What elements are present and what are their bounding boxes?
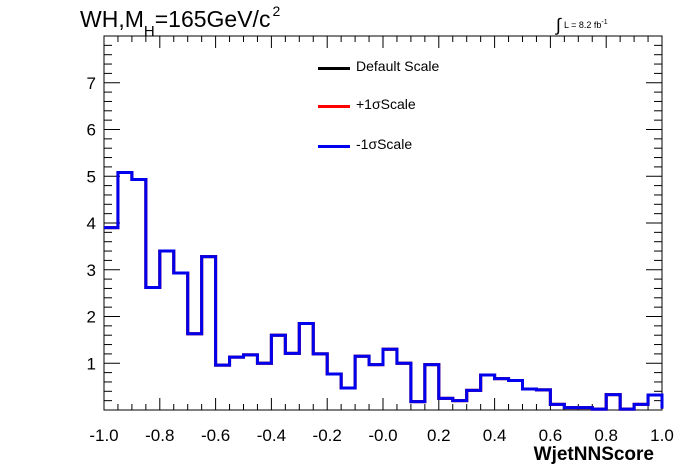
y-tick-label: 5 <box>87 167 96 186</box>
chart-title: WH,MH=165GeV/c 2 <box>80 3 281 40</box>
luminosity-unit-superscript: -1 <box>601 19 608 26</box>
x-tick-label: 0.2 <box>427 426 451 445</box>
series-line-2 <box>104 171 664 411</box>
x-tick-label: 0.4 <box>483 426 507 445</box>
legend-label-minus1sigma: -1σScale <box>356 136 413 152</box>
legend-label-default: Default Scale <box>356 58 440 74</box>
x-tick-label: -1.0 <box>89 426 118 445</box>
y-tick-label: 3 <box>87 261 96 280</box>
legend-swatch-minus1sigma <box>318 145 350 148</box>
x-tick-label: 0.6 <box>539 426 563 445</box>
title-rest: =165GeV/c <box>154 6 271 32</box>
x-tick-label: -0.2 <box>313 426 342 445</box>
legend-swatch-plus1sigma <box>318 105 350 108</box>
y-tick-label: 4 <box>87 214 96 233</box>
y-tick-label: 7 <box>87 74 96 93</box>
title-subscript: H <box>143 23 155 40</box>
luminosity-text: L = 8.2 fb <box>563 20 602 30</box>
title-superscript: 2 <box>272 3 281 19</box>
y-tick-label: 2 <box>87 308 96 327</box>
x-tick-label: 1.0 <box>650 426 674 445</box>
luminosity-label: ∫ L = 8.2 fb-1 <box>556 12 608 35</box>
x-tick-label: -0.4 <box>257 426 286 445</box>
legend-swatch-default <box>318 67 350 70</box>
y-tick-label: 1 <box>87 354 96 373</box>
x-tick-label: -0.0 <box>368 426 397 445</box>
integral-symbol: ∫ <box>556 15 561 35</box>
x-tick-label: 0.8 <box>594 426 618 445</box>
x-axis-label: WjetNNScore <box>534 444 654 465</box>
x-tick-label: -0.8 <box>145 426 174 445</box>
y-tick-label: 6 <box>87 121 96 140</box>
x-tick-label: -0.6 <box>201 426 230 445</box>
title-main: WH,M <box>80 6 144 32</box>
legend-label-plus1sigma: +1σScale <box>356 96 416 112</box>
